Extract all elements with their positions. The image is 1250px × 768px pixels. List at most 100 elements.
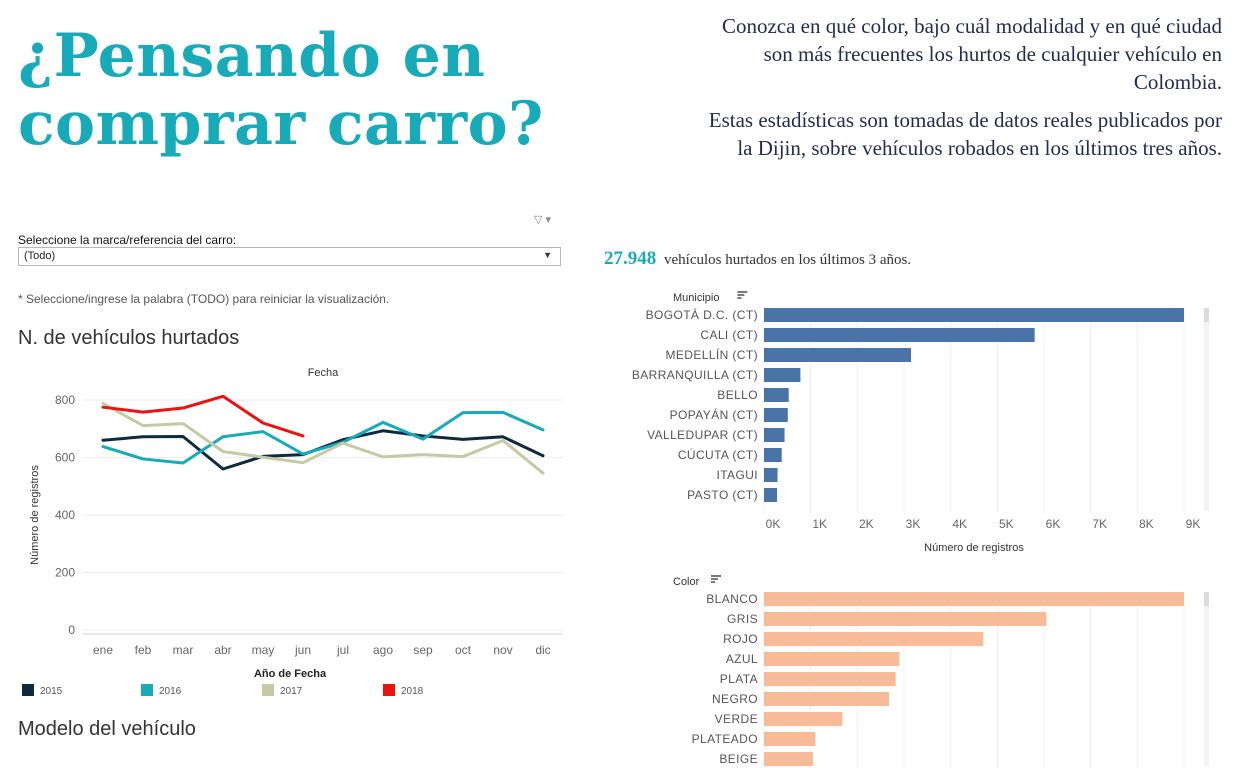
bar (764, 328, 1035, 342)
x-tick-label: ene (93, 643, 113, 657)
legend-label-2016: 2016 (159, 686, 182, 697)
bar (764, 652, 900, 666)
bar (764, 672, 896, 686)
bar (764, 712, 843, 726)
legend-label-2018: 2018 (401, 686, 424, 697)
bar (764, 368, 801, 382)
y-tick-label: 600 (55, 451, 75, 465)
legend-swatch-2017 (262, 684, 274, 696)
x-tick-label: oct (455, 643, 472, 657)
x-tick-label: 1K (812, 517, 827, 531)
bar (764, 732, 816, 746)
bar-category-label: AZUL (726, 652, 758, 666)
x-tick-label: sep (413, 643, 433, 657)
x-tick-label: 6K (1046, 517, 1061, 531)
bar-category-label: CÚCUTA (CT) (678, 447, 758, 462)
series-line-2016 (101, 410, 545, 465)
y-tick-label: 800 (55, 393, 75, 407)
x-tick-label: may (252, 643, 275, 657)
filter-note: * Seleccione/ingrese la palabra (TODO) p… (18, 292, 390, 306)
kpi-text: vehículos hurtados en los últimos 3 años… (664, 252, 912, 268)
brand-filter-select[interactable]: (Todo) ▼ (18, 247, 561, 266)
line-chart: Fecha Número de registros 0 200 400 600 800 ene… (22, 367, 563, 697)
scrollbar-thumb (1204, 308, 1209, 322)
x-tick-label: 5K (999, 517, 1014, 531)
kpi-value: 27.948 (604, 248, 657, 269)
hero-title: ¿Pensando en comprar carro? (18, 21, 544, 159)
bar-category-label: BOGOTÁ D.C. (CT) (646, 307, 758, 322)
bar-chart-xlabel: Número de registros (924, 542, 1024, 554)
bar-category-label: CALI (CT) (700, 328, 758, 342)
bar (764, 612, 1047, 626)
x-tick-label: 8K (1139, 517, 1154, 531)
legend-swatch-2018 (383, 684, 395, 696)
municipio-bar-chart: Municipio BOGOTÁ D.C. (CT) CALI (CT) MEDELL… (632, 291, 1209, 554)
legend-title: Año de Fecha (254, 668, 327, 680)
x-tick-label: 7K (1092, 517, 1107, 531)
bar (764, 468, 778, 482)
y-tick-label: 400 (55, 508, 75, 522)
series-line-2018 (101, 394, 305, 438)
intro-paragraph-1: Conozca en qué color, bajo cuál modalida… (721, 14, 1222, 94)
bar-category-label: NEGRO (712, 692, 758, 706)
x-tick-label: 0K (766, 517, 781, 531)
bar-category-label: VERDE (715, 712, 758, 726)
legend-label-2015: 2015 (40, 686, 63, 697)
y-tick-label: 200 (55, 566, 75, 580)
bar-category-label: GRIS (727, 612, 758, 626)
bar (764, 592, 1184, 606)
bar (764, 348, 911, 362)
bar-category-label: MEDELLÍN (CT) (665, 347, 758, 362)
bar-category-label: PLATA (720, 672, 758, 686)
bar (764, 488, 778, 502)
bar-category-label: BEIGE (719, 752, 758, 766)
x-tick-label: nov (493, 643, 512, 657)
kpi-summary: 27.948 vehículos hurtados en los últimos… (604, 248, 911, 270)
bar-category-label: PASTO (CT) (687, 488, 758, 502)
legend-swatch-2015 (22, 684, 34, 696)
bar (764, 408, 788, 422)
bar-category-label: BLANCO (706, 592, 758, 606)
legend-swatch-2016 (141, 684, 153, 696)
scrollbar-thumb (1204, 592, 1209, 606)
intro-paragraph-2: Estas estadísticas son tomadas de datos … (708, 108, 1222, 160)
model-section-title: Modelo del vehículo (18, 718, 196, 740)
brand-filter-value: (Todo) (24, 250, 56, 262)
bar (764, 448, 782, 462)
bar-category-label: BARRANQUILLA (CT) (632, 368, 758, 382)
x-tick-label: jun (294, 643, 311, 657)
x-tick-label: feb (135, 643, 152, 657)
bar (764, 752, 813, 766)
bar (764, 388, 789, 402)
bar (764, 632, 984, 646)
chevron-down-icon[interactable]: ▼ (543, 250, 552, 260)
bar-category-label: POPAYÁN (CT) (670, 407, 758, 422)
x-tick-label: mar (173, 643, 194, 657)
bar (764, 428, 785, 442)
bar-chart-header: Color (673, 576, 700, 588)
x-tick-label: 9K (1186, 517, 1201, 531)
filter-icon[interactable]: ▽ ▾ (534, 214, 552, 226)
color-bar-chart: Color BLANCO GRIS ROJO AZUL PLATA NEGRO VERDE PL… (673, 575, 1209, 768)
intro-text: Conozca en qué color, bajo cuál modalida… (702, 12, 1222, 172)
brand-filter-label: Seleccione la marca/referencia del carro… (18, 233, 237, 247)
line-chart-section-title: N. de vehículos hurtados (18, 327, 240, 349)
series-line-2017 (101, 401, 545, 475)
x-tick-label: 2K (859, 517, 874, 531)
bar-category-label: PLATEADO (692, 732, 758, 746)
x-tick-label: dic (535, 643, 550, 657)
x-tick-label: ago (373, 643, 393, 657)
scrollbar-track (1204, 308, 1209, 511)
x-tick-label: abr (214, 643, 231, 657)
y-tick-label: 0 (68, 623, 75, 637)
bar-category-label: VALLEDUPAR (CT) (647, 428, 758, 442)
bar-category-label: BELLO (717, 388, 758, 402)
line-chart-ylabel: Número de registros (29, 465, 41, 565)
x-tick-label: jul (336, 643, 349, 657)
legend-label-2017: 2017 (280, 686, 303, 697)
bar-chart-header: Municipio (673, 292, 719, 304)
bar (764, 692, 890, 706)
bar-category-label: ROJO (723, 632, 758, 646)
scrollbar-track (1204, 592, 1209, 766)
line-chart-title: Fecha (308, 367, 339, 379)
